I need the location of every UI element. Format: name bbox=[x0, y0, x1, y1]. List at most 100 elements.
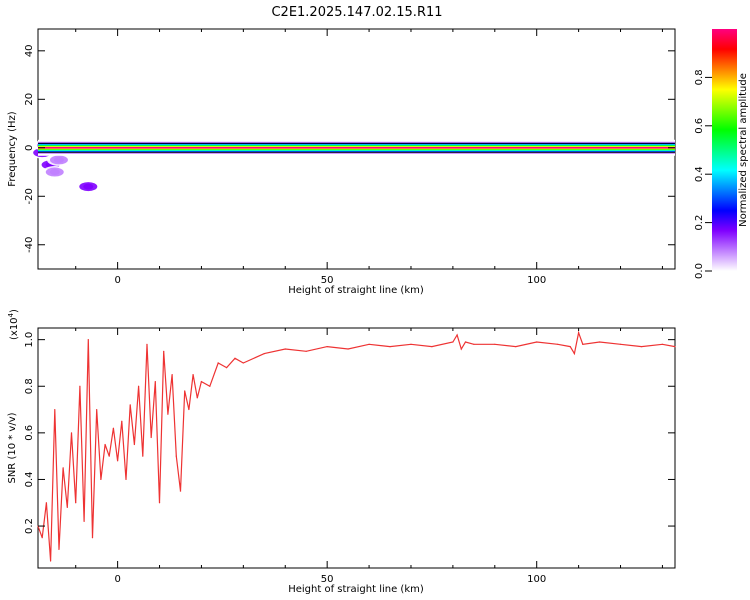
y-tick-label: 0.8 bbox=[24, 378, 35, 394]
snr-data-point bbox=[79, 385, 81, 387]
snr-data-point bbox=[557, 343, 559, 345]
snr-data-point bbox=[154, 380, 156, 383]
snr-data-point bbox=[573, 353, 576, 355]
snr-data-point bbox=[121, 420, 123, 422]
snr-data-point bbox=[192, 374, 194, 376]
spectrogram-panel: 0 50 100 -40 -20 0 20 40 Height of straight lin… bbox=[7, 28, 676, 296]
x-tick-label: 50 bbox=[321, 574, 334, 585]
snr-data-point bbox=[640, 346, 643, 348]
snr-xlabel: Height of straight line (km) bbox=[288, 584, 424, 595]
spectral-ridge-band bbox=[38, 146, 675, 149]
snr-data-point bbox=[234, 357, 236, 359]
y-tick-label: 0 bbox=[24, 145, 35, 151]
snr-axes: 0 50 100 0.2 0.4 0.6 0.8 1.0 bbox=[24, 328, 675, 585]
snr-data-point bbox=[263, 353, 265, 355]
colorbar-label: Normalized spectral amplitude bbox=[738, 73, 749, 227]
snr-data-point bbox=[196, 397, 198, 399]
snr-series-line bbox=[37, 330, 676, 562]
snr-data-point bbox=[494, 343, 496, 345]
x-tick-label: 100 bbox=[527, 275, 546, 286]
snr-data-point bbox=[96, 408, 98, 411]
y-tick-label: 0.2 bbox=[24, 518, 35, 534]
snr-data-point bbox=[305, 350, 307, 352]
snr-data-point bbox=[188, 408, 190, 411]
snr-data-point bbox=[368, 343, 370, 345]
spectrogram-heatmap bbox=[30, 139, 675, 193]
spectrogram-ylabel: Frequency (Hz) bbox=[7, 111, 18, 187]
snr-data-point bbox=[108, 455, 110, 457]
snr-data-point bbox=[41, 537, 43, 539]
snr-data-point bbox=[104, 443, 106, 446]
snr-data-point bbox=[133, 443, 135, 446]
y-tick-label: 40 bbox=[24, 44, 35, 57]
snr-data-point bbox=[49, 560, 52, 562]
colorbar-gradient bbox=[712, 29, 737, 271]
snr-data-point bbox=[464, 341, 467, 343]
snr-data-point bbox=[129, 404, 131, 406]
y-tick-label: 1.0 bbox=[24, 332, 35, 348]
snr-data-point bbox=[598, 341, 601, 343]
snr-data-point bbox=[456, 334, 458, 336]
snr-data-point bbox=[58, 548, 60, 550]
snr-data-point bbox=[242, 362, 244, 364]
snr-data-point bbox=[171, 374, 173, 376]
snr-data-point bbox=[217, 362, 219, 364]
snr-data-point bbox=[163, 350, 165, 352]
snr-data-point bbox=[54, 408, 56, 411]
snr-data-point bbox=[179, 490, 182, 492]
snr-data-point bbox=[410, 343, 412, 345]
spectrogram-xlabel: Height of straight line (km) bbox=[288, 285, 424, 296]
snr-ylabel: SNR (10 * v/v) bbox=[7, 412, 18, 483]
snr-data-point bbox=[66, 506, 68, 509]
snr-data-point bbox=[184, 390, 186, 392]
spectral-blob bbox=[49, 169, 60, 176]
snr-data-point bbox=[45, 502, 47, 504]
snr-data-point bbox=[112, 427, 115, 429]
snr-data-point bbox=[515, 346, 517, 348]
snr-data-point bbox=[117, 460, 119, 462]
snr-data-point bbox=[142, 455, 144, 457]
snr-data-point bbox=[62, 467, 64, 469]
colorbar-tick-label: 0.8 bbox=[694, 69, 705, 85]
snr-data-point bbox=[167, 413, 169, 415]
x-tick-label: 100 bbox=[527, 574, 546, 585]
snr-data-point bbox=[619, 343, 622, 345]
snr-data-point bbox=[87, 339, 89, 341]
colorbar-tick-label: 0.2 bbox=[694, 215, 705, 231]
x-tick-label: 0 bbox=[114, 574, 120, 585]
snr-data-point bbox=[100, 478, 102, 481]
snr-data-point bbox=[569, 346, 571, 348]
snr-data-point bbox=[389, 346, 391, 348]
y-tick-label: 0.6 bbox=[24, 425, 35, 441]
snr-data-point bbox=[536, 341, 538, 343]
snr-data-point bbox=[431, 346, 433, 348]
figure-title: C2E1.2025.147.02.15.R11 bbox=[271, 5, 442, 20]
colorbar-tick-label: 0.4 bbox=[694, 166, 705, 182]
snr-data-point bbox=[146, 343, 148, 345]
snr-data-point bbox=[674, 346, 676, 348]
y-tick-label: 0.4 bbox=[24, 472, 35, 488]
snr-data-point bbox=[578, 332, 580, 334]
snr-data-point bbox=[225, 367, 228, 369]
snr-data-point bbox=[70, 432, 73, 434]
snr-data-point bbox=[661, 343, 664, 345]
y-tick-label: 20 bbox=[24, 93, 35, 106]
snr-data-point bbox=[347, 348, 349, 350]
snr-data-point bbox=[460, 348, 462, 350]
snr-data-point bbox=[452, 341, 454, 343]
snr-data-point bbox=[91, 537, 94, 539]
colorbar-tick-label: 0.6 bbox=[694, 118, 705, 134]
snr-data-point bbox=[150, 436, 152, 439]
snr-plot-area bbox=[37, 330, 676, 562]
y-tick-label: -20 bbox=[24, 188, 35, 204]
snr-data-point bbox=[158, 502, 161, 504]
x-tick-label: 0 bbox=[114, 275, 120, 286]
colorbar-tick-label: 0.0 bbox=[694, 263, 705, 279]
spectral-blob bbox=[83, 183, 94, 190]
snr-data-point bbox=[209, 385, 211, 387]
snr-data-point bbox=[83, 520, 85, 522]
snr-data-point bbox=[200, 380, 203, 383]
snr-multiplier: (x104) bbox=[7, 309, 20, 340]
snr-panel: 0 50 100 0.2 0.4 0.6 0.8 1.0 Height of straight… bbox=[7, 309, 676, 595]
